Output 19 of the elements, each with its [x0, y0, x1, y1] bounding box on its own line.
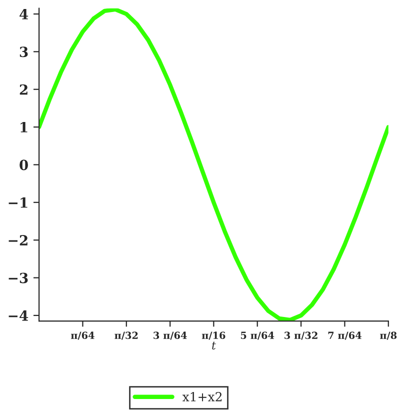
y-tick-label: 4 [20, 8, 28, 20]
y-tick-label: 0 [20, 160, 28, 170]
x-tick-label: π/64 [70, 332, 94, 340]
y-tick-label: −2 [8, 235, 28, 246]
x-tick-label: π/8 [380, 332, 397, 340]
y-tick-label: −4 [8, 310, 28, 321]
x-tick-label: 3 π/64 [154, 332, 187, 340]
x-tick-label: 3 π/32 [284, 332, 318, 340]
x-tick-label: 5 π/64 [240, 332, 274, 340]
y-tick-label: 2 [20, 84, 28, 95]
legend-label: x1+x2 [182, 392, 222, 402]
x-tick-label: π/32 [114, 332, 138, 340]
y-tick-label: 3 [20, 46, 28, 58]
y-tick-label: −1 [8, 197, 28, 208]
x-axis-title: t [212, 342, 216, 350]
x-tick-label: 7 π/64 [328, 332, 362, 340]
y-tick-label: 1 [20, 122, 28, 132]
y-tick-label: −3 [8, 272, 28, 284]
x-tick-label: π/16 [202, 332, 226, 340]
